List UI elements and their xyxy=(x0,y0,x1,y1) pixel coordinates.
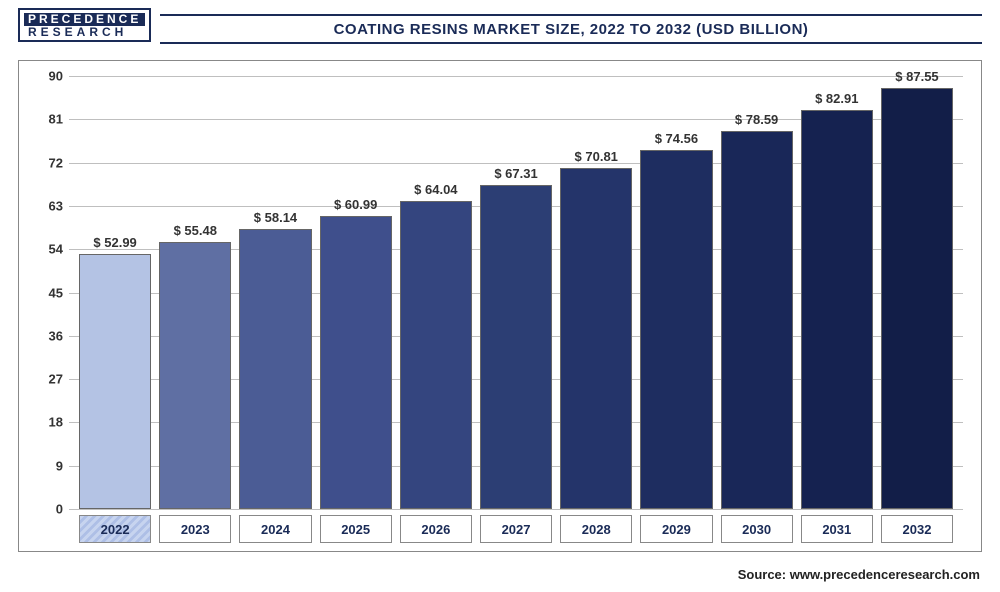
y-axis-tick: 9 xyxy=(29,458,63,473)
x-axis-category: 2022 xyxy=(79,515,151,543)
x-axis-labels: 2022 2023 2024 2025 2026 2027 2028 2029 2030 2031… xyxy=(69,515,963,543)
bar xyxy=(721,131,793,509)
x-axis-category: 2030 xyxy=(721,515,793,543)
x-axis-category: 2027 xyxy=(480,515,552,543)
y-axis-tick: 63 xyxy=(29,198,63,213)
bar-slot: $ 60.99 xyxy=(320,76,392,509)
bar-value-label: $ 64.04 xyxy=(414,182,457,201)
bar-value-label: $ 74.56 xyxy=(655,131,698,150)
y-axis-tick: 72 xyxy=(29,155,63,170)
y-axis-tick: 54 xyxy=(29,242,63,257)
y-axis-tick: 18 xyxy=(29,415,63,430)
bar-value-label: $ 52.99 xyxy=(93,235,136,254)
x-axis-category: 2025 xyxy=(320,515,392,543)
x-axis-category: 2031 xyxy=(801,515,873,543)
bar xyxy=(881,88,953,509)
bar-slot: $ 70.81 xyxy=(560,76,632,509)
y-axis-tick: 27 xyxy=(29,372,63,387)
bar-slot: $ 74.56 xyxy=(640,76,712,509)
x-axis-category: 2032 xyxy=(881,515,953,543)
brand-logo: PRECEDENCE RESEARCH xyxy=(18,8,151,42)
x-axis-category: 2023 xyxy=(159,515,231,543)
bar xyxy=(400,201,472,509)
bar-slot: $ 78.59 xyxy=(721,76,793,509)
plot-area: 09182736455463728190 $ 52.99$ 55.48$ 58.… xyxy=(69,76,963,509)
bar-slot: $ 64.04 xyxy=(400,76,472,509)
bars-container: $ 52.99 $ 55.48 $ 58.14 $ 60.99 $ 64.04 $ 67.… xyxy=(69,76,963,509)
y-axis-tick: 90 xyxy=(29,69,63,84)
y-axis-tick: 36 xyxy=(29,328,63,343)
bar-slot: $ 55.48 xyxy=(159,76,231,509)
bar-value-label: $ 82.91 xyxy=(815,91,858,110)
x-axis-category: 2026 xyxy=(400,515,472,543)
y-axis-tick: 81 xyxy=(29,112,63,127)
bar xyxy=(239,229,311,509)
bar-value-label: $ 58.14 xyxy=(254,210,297,229)
bar-slot: $ 87.55 xyxy=(881,76,953,509)
bar-value-label: $ 55.48 xyxy=(174,223,217,242)
logo-line1: PRECEDENCE xyxy=(24,13,145,26)
bar-slot: $ 67.31 xyxy=(480,76,552,509)
bar-slot: $ 82.91 xyxy=(801,76,873,509)
bar xyxy=(480,185,552,509)
bar xyxy=(560,168,632,509)
gridline xyxy=(69,509,963,510)
bar-slot: $ 52.99 xyxy=(79,76,151,509)
y-axis-tick: 0 xyxy=(29,502,63,517)
bar xyxy=(801,110,873,509)
chart-title: COATING RESINS MARKET SIZE, 2022 TO 2032… xyxy=(334,21,809,38)
source-attribution: Source: www.precedenceresearch.com xyxy=(738,567,980,582)
logo-line2: RESEARCH xyxy=(24,26,145,38)
chart-frame: 0 9 18 27 36 45 54 63 72 81 90 $ 52.99 $ 55.48 $ 58.… xyxy=(18,60,982,552)
bar xyxy=(159,242,231,509)
y-axis-tick: 45 xyxy=(29,285,63,300)
bar xyxy=(640,150,712,509)
x-axis-category: 2024 xyxy=(239,515,311,543)
bar xyxy=(79,254,151,509)
title-bar: COATING RESINS MARKET SIZE, 2022 TO 2032… xyxy=(160,14,982,44)
x-axis-category: 2028 xyxy=(560,515,632,543)
bar-value-label: $ 60.99 xyxy=(334,197,377,216)
bar-value-label: $ 67.31 xyxy=(494,166,537,185)
bar-value-label: $ 70.81 xyxy=(575,149,618,168)
bar-slot: $ 58.14 xyxy=(239,76,311,509)
bar-value-label: $ 78.59 xyxy=(735,112,778,131)
x-axis-category: 2029 xyxy=(640,515,712,543)
bar-value-label: $ 87.55 xyxy=(895,69,938,88)
bar xyxy=(320,216,392,509)
